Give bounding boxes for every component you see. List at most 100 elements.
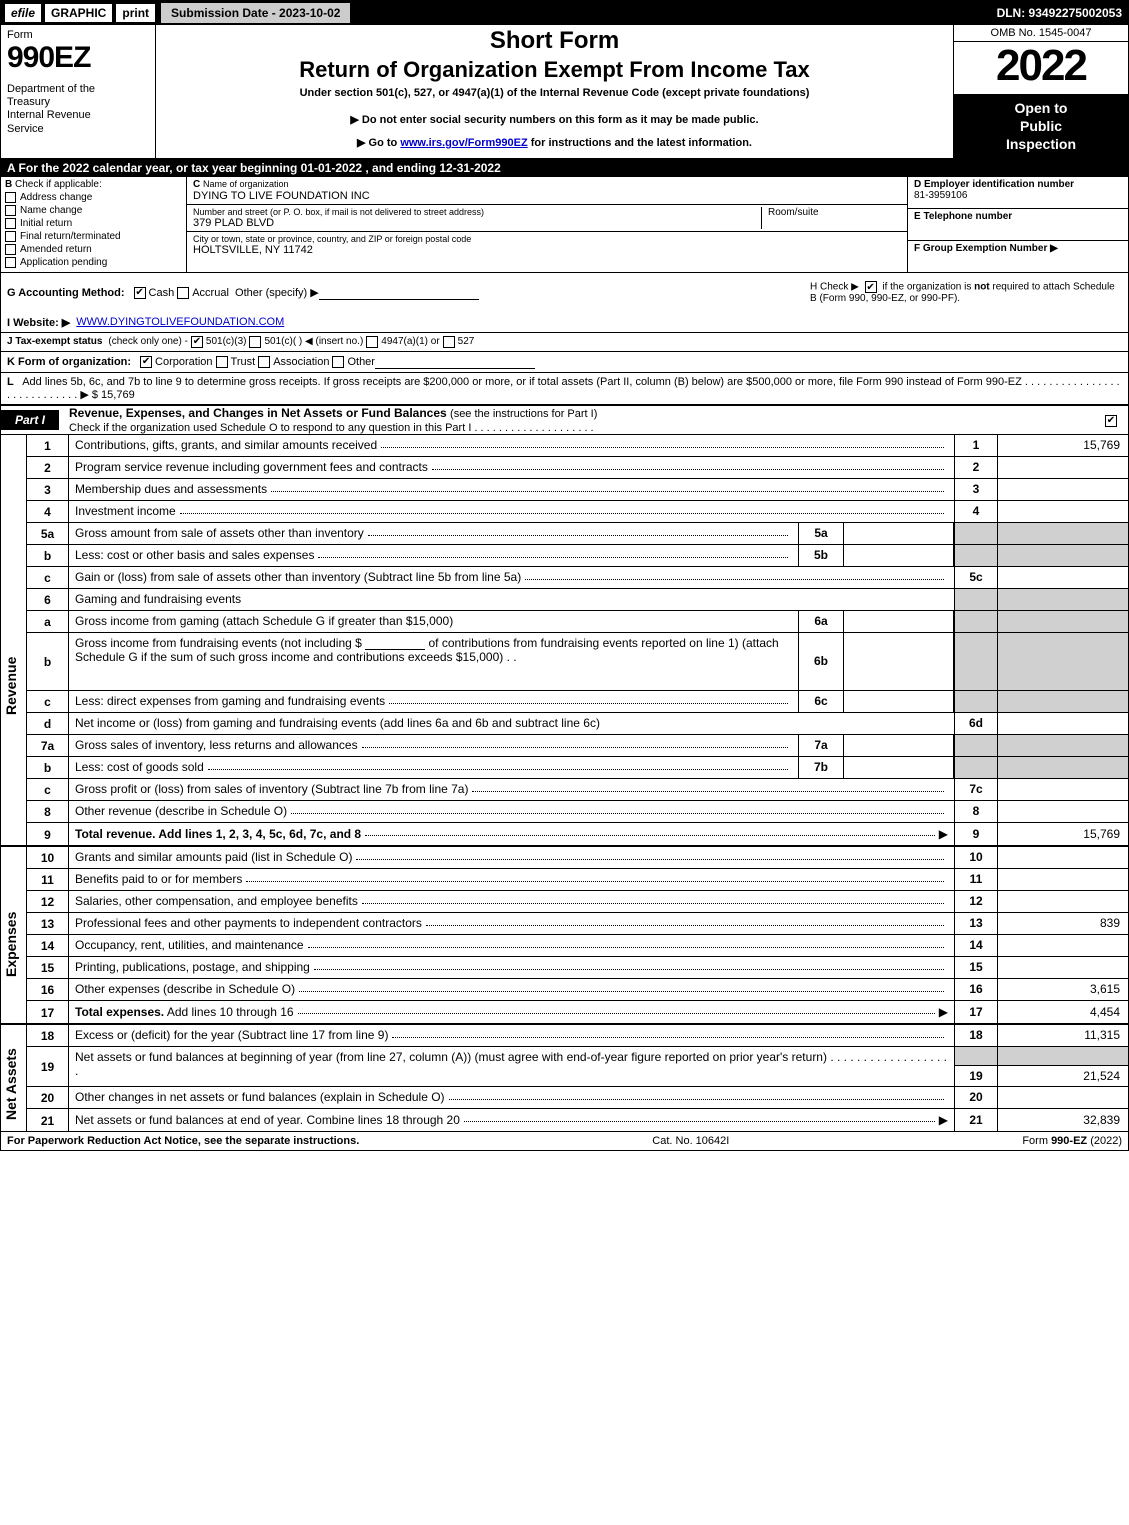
page-footer: For Paperwork Reduction Act Notice, see … [1, 1131, 1128, 1150]
line-rnum: 1 [954, 435, 998, 456]
chk-name-change[interactable]: Name change [5, 205, 182, 216]
part-i-title: Revenue, Expenses, and Changes in Net As… [59, 406, 597, 434]
chk-4947[interactable] [366, 336, 378, 348]
submission-date: Submission Date - 2023-10-02 [161, 3, 350, 23]
line-rnum [954, 1047, 998, 1065]
chk-accrual[interactable] [177, 287, 189, 299]
line-desc: Benefits paid to or for members [75, 872, 242, 886]
line-rnum: 8 [954, 801, 998, 822]
j-o1: 501(c)(3) [206, 336, 247, 347]
line-rnum: 19 [954, 1066, 998, 1086]
line-rval: 3,615 [998, 979, 1128, 1000]
line-rval [998, 957, 1128, 978]
line-rnum: 16 [954, 979, 998, 1000]
line-rval [998, 567, 1128, 588]
ssn-warning: ▶ Do not enter social security numbers o… [162, 113, 947, 126]
side-label-netassets: Net Assets [1, 1025, 27, 1131]
irs-link[interactable]: www.irs.gov/Form990EZ [400, 137, 527, 149]
line-rnum [954, 735, 998, 756]
part-i-header: Part I Revenue, Expenses, and Changes in… [1, 405, 1128, 435]
expenses-section: Expenses 10Grants and similar amounts pa… [1, 845, 1128, 1023]
line-desc: Excess or (deficit) for the year (Subtra… [75, 1028, 388, 1042]
k-o1: Corporation [155, 356, 212, 368]
chk-final-return[interactable]: Final return/terminated [5, 231, 182, 242]
chk-amended-return[interactable]: Amended return [5, 244, 182, 255]
line-desc: Gross sales of inventory, less returns a… [75, 738, 358, 752]
line-rval [998, 479, 1128, 500]
org-street: 379 PLAD BLVD [193, 217, 761, 229]
line-num: 21 [27, 1109, 69, 1131]
chk-501c[interactable] [249, 336, 261, 348]
line-rnum: 9 [954, 823, 998, 845]
footer-left: For Paperwork Reduction Act Notice, see … [7, 1135, 359, 1147]
footer-right: Form 990-EZ (2022) [1022, 1135, 1122, 1147]
subval [844, 545, 954, 566]
line-desc: Net income or (loss) from gaming and fun… [75, 716, 600, 730]
subbox: 7b [798, 757, 844, 778]
line-desc: Investment income [75, 504, 176, 518]
chk-cash[interactable] [134, 287, 146, 299]
header-right: OMB No. 1545-0047 2022 Open to Public In… [953, 25, 1128, 158]
line-rval: 15,769 [998, 435, 1128, 456]
k-other-field[interactable] [375, 355, 535, 369]
line-rnum [954, 589, 998, 610]
chk-address-change[interactable]: Address change [5, 192, 182, 203]
line-desc: Occupancy, rent, utilities, and maintena… [75, 938, 304, 952]
chk-527[interactable] [443, 336, 455, 348]
line-desc: Other expenses (describe in Schedule O) [75, 982, 295, 996]
org-city: HOLTSVILLE, NY 11742 [193, 244, 901, 256]
line-rnum: 12 [954, 891, 998, 912]
checkbox-icon [5, 231, 16, 242]
subval [844, 633, 954, 690]
g-other-field[interactable] [319, 286, 479, 300]
chk-trust[interactable] [216, 356, 228, 368]
topbar: efile GRAPHIC print Submission Date - 20… [1, 1, 1128, 25]
net-assets-section: Net Assets 18Excess or (deficit) for the… [1, 1023, 1128, 1131]
chk-other-org[interactable] [332, 356, 344, 368]
line-rnum: 4 [954, 501, 998, 522]
line-rval [998, 869, 1128, 890]
chk-initial-return[interactable]: Initial return [5, 218, 182, 229]
chk-assoc[interactable] [258, 356, 270, 368]
part-title-text: Revenue, Expenses, and Changes in Net As… [69, 406, 447, 420]
line-rnum: 5c [954, 567, 998, 588]
subval [844, 735, 954, 756]
subbox: 5a [798, 523, 844, 544]
line-num: b [27, 757, 69, 778]
line-num: 5a [27, 523, 69, 544]
chk-corp[interactable] [140, 356, 152, 368]
inspect-l2: Public [1020, 118, 1062, 134]
line-num: b [27, 545, 69, 566]
footer-right-post: (2022) [1087, 1135, 1122, 1147]
chk-label: Name change [20, 205, 82, 216]
line-num: c [27, 691, 69, 712]
chk-h[interactable] [865, 281, 877, 293]
chk-501c3[interactable] [191, 336, 203, 348]
line-rval [998, 713, 1128, 734]
line-rval [998, 735, 1128, 756]
checkbox-icon [5, 205, 16, 216]
chk-application-pending[interactable]: Application pending [5, 257, 182, 268]
chk-schedule-o[interactable] [1105, 415, 1117, 427]
website-link[interactable]: WWW.DYINGTOLIVEFOUNDATION.COM [76, 316, 284, 328]
line-rval: 839 [998, 913, 1128, 934]
subval [844, 611, 954, 632]
omb-number: OMB No. 1545-0047 [954, 25, 1128, 42]
subval [844, 757, 954, 778]
line-desc: Grants and similar amounts paid (list in… [75, 850, 352, 864]
h-box: H Check ▶ if the organization is not req… [802, 281, 1122, 304]
line-rnum [954, 633, 998, 690]
line-num: 12 [27, 891, 69, 912]
under-section: Under section 501(c), 527, or 4947(a)(1)… [162, 87, 947, 99]
line-rval: 15,769 [998, 823, 1128, 845]
goto-post: for instructions and the latest informat… [528, 137, 752, 149]
subbox: 6b [798, 633, 844, 690]
block-b-through-f: B Check if applicable: Address change Na… [1, 177, 1128, 273]
line-rnum: 21 [954, 1109, 998, 1131]
line-rval [998, 847, 1128, 868]
line-num: 17 [27, 1001, 69, 1023]
k-label: K Form of organization: [7, 356, 131, 368]
line-num: c [27, 779, 69, 800]
checkbox-icon [5, 192, 16, 203]
line-rval [998, 545, 1128, 566]
